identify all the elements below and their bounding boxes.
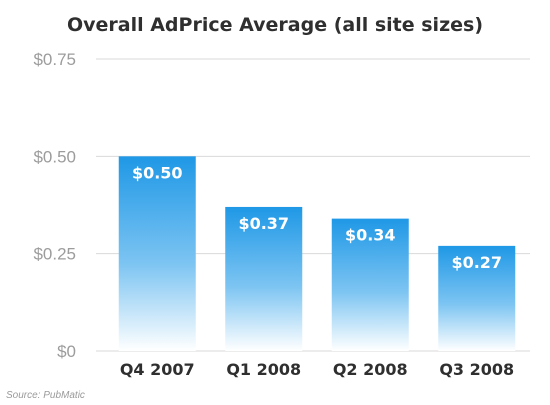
source-note: Source: PubMatic (6, 390, 85, 401)
y-tick-label: $0.25 (33, 245, 76, 264)
bar (225, 206, 303, 351)
bars: $0.50 $0.37 $0.34 $0.27 (118, 156, 516, 351)
data-label: $0.34 (345, 226, 396, 245)
bar (331, 218, 409, 351)
x-tick-label: Q1 2008 (226, 360, 301, 379)
y-axis-ticks: $0 $0.25 $0.50 $0.75 (33, 50, 76, 361)
x-tick-label: Q3 2008 (439, 360, 514, 379)
chart-title: Overall AdPrice Average (all site sizes) (66, 14, 484, 36)
bar (438, 245, 516, 351)
data-label: $0.27 (451, 253, 502, 272)
bar (118, 156, 196, 351)
y-tick-label: $0 (57, 342, 76, 361)
x-axis-ticks: Q4 2007 Q1 2008 Q2 2008 Q3 2008 (120, 360, 514, 379)
data-label: $0.50 (132, 163, 183, 182)
x-tick-label: Q4 2007 (120, 360, 195, 379)
data-label: $0.37 (238, 214, 289, 233)
y-tick-label: $0.50 (33, 147, 76, 166)
y-tick-label: $0.75 (33, 50, 76, 69)
x-tick-label: Q2 2008 (333, 360, 408, 379)
